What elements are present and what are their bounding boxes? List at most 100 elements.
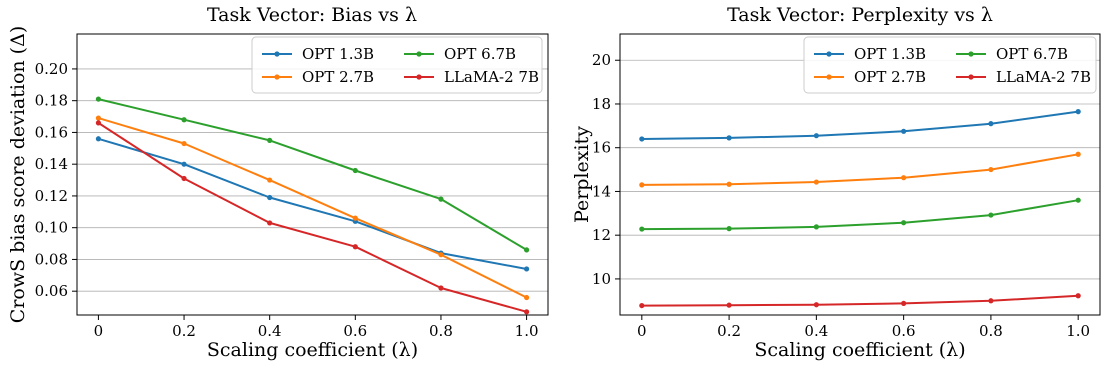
data-point	[639, 182, 645, 188]
series-line	[97, 122, 527, 313]
data-point	[438, 285, 444, 291]
y-tick-label: 0.14	[35, 155, 68, 173]
legend: OPT 1.3B OPT 2.7B OPT 6.7B LLaMA-2 7B	[803, 36, 1097, 94]
data-point	[988, 121, 994, 127]
series-line	[98, 98, 528, 251]
data-point	[181, 140, 187, 147]
legend-box	[251, 36, 543, 94]
legend-label: OPT 1.3B	[302, 45, 374, 63]
y-tick-label: 0.06	[35, 282, 68, 300]
y-tick-label: 0.10	[35, 219, 68, 237]
legend-label: OPT 6.7B	[444, 45, 516, 63]
data-point	[901, 220, 907, 226]
data-point	[988, 166, 994, 173]
data-point	[813, 302, 819, 308]
data-point	[523, 247, 530, 253]
legend-box	[803, 36, 1097, 94]
x-tick-label: 0.2	[717, 322, 741, 340]
y-tick-label: 10	[592, 270, 611, 288]
data-point	[1075, 293, 1081, 299]
data-point	[352, 215, 358, 221]
data-point	[181, 117, 187, 123]
data-point	[523, 294, 530, 301]
y-tick-label: 0.12	[35, 187, 68, 205]
x-tick-label: 0.8	[979, 322, 1003, 340]
x-tick-label: 1.0	[515, 322, 539, 340]
legend-swatch-marker	[826, 51, 832, 57]
legend-label: OPT 2.7B	[854, 68, 926, 86]
legend-swatch-marker	[416, 74, 422, 80]
series-line	[641, 153, 1079, 186]
y-tick-label: 0.08	[35, 250, 68, 268]
chart-title: Task Vector: Perplexity vs λ	[727, 4, 993, 26]
data-point	[95, 96, 102, 102]
series-line	[641, 294, 1079, 307]
data-point	[726, 135, 732, 141]
series-line	[98, 137, 527, 270]
legend-swatch-marker	[968, 74, 974, 80]
legend-label: OPT 2.7B	[302, 68, 374, 86]
x-tick-label: 0.4	[258, 322, 282, 340]
data-point	[95, 115, 102, 121]
x-axis-label: Scaling coefficient (λ)	[754, 339, 965, 361]
y-tick-label: 18	[592, 95, 611, 113]
data-point	[901, 175, 907, 181]
data-point	[813, 133, 819, 139]
y-tick-label: 16	[592, 139, 611, 157]
data-point	[352, 244, 358, 250]
x-tick-label: 0	[94, 322, 104, 340]
data-point	[726, 181, 732, 187]
chart-title: Task Vector: Bias vs λ	[207, 4, 417, 26]
data-point	[639, 136, 645, 142]
chart-bias: 0.06 0.08 0.10 0.12 0.14 0.16 0.18 0.20 0 0.2 0.4 0…	[7, 4, 549, 361]
legend: OPT 1.3B OPT 2.7B OPT 6.7B LLaMA-2 7B	[251, 36, 543, 94]
x-tick-label: 0.8	[429, 322, 453, 340]
data-point	[95, 136, 102, 142]
data-point	[639, 302, 645, 309]
data-point	[1075, 151, 1081, 157]
data-point	[726, 302, 732, 308]
data-point	[901, 300, 907, 307]
data-point	[95, 120, 102, 126]
legend-label: OPT 1.3B	[854, 45, 926, 63]
data-point	[523, 309, 530, 315]
y-tick-label: 12	[592, 226, 611, 244]
y-tick-label: 0.16	[35, 123, 68, 141]
legend-swatch-marker	[826, 74, 832, 80]
data-point	[901, 128, 907, 134]
legend-swatch-marker	[274, 74, 280, 80]
x-tick-label: 0.6	[343, 322, 367, 340]
data-point	[267, 137, 273, 143]
legend-swatch-marker	[274, 51, 280, 57]
data-point	[523, 266, 530, 272]
data-point	[726, 226, 732, 232]
y-axis-label: Perplexity	[571, 126, 593, 223]
x-tick-label: 0.6	[892, 322, 916, 340]
series-line	[641, 110, 1079, 140]
plot-frame	[76, 33, 549, 316]
data-point	[267, 220, 273, 226]
plot-frame	[619, 33, 1101, 316]
x-tick-label: 0.4	[804, 322, 828, 340]
chart-perplexity: 10 12 14 16 18 20 0 0.2 0.4 0.6 0.8 1.0 Task Vector:…	[571, 4, 1101, 361]
x-tick-label: 0	[637, 322, 647, 340]
data-point	[267, 177, 273, 183]
data-point	[1075, 109, 1081, 115]
data-point	[181, 175, 187, 182]
data-point	[813, 224, 819, 230]
data-point	[1075, 197, 1081, 203]
series-line	[98, 117, 528, 299]
data-point	[988, 298, 994, 304]
data-point	[438, 196, 444, 202]
legend-label: LLaMA-2 7B	[996, 68, 1091, 86]
y-tick-label: 20	[592, 51, 611, 69]
data-point	[988, 212, 994, 218]
data-point	[639, 226, 645, 232]
data-point	[352, 167, 358, 174]
data-point	[438, 252, 444, 258]
legend-label: LLaMA-2 7B	[444, 68, 539, 86]
y-axis-label: CrowS bias score deviation (Δ)	[7, 26, 29, 323]
series-line	[641, 199, 1079, 231]
y-tick-label: 0.18	[35, 92, 68, 110]
